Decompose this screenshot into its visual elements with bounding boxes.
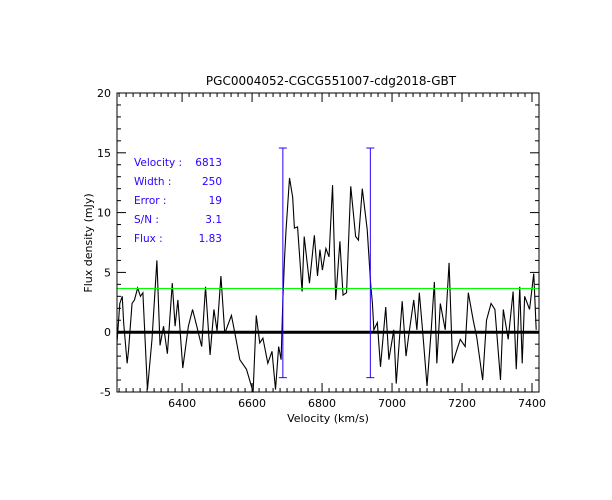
stat-label: S/N :: [134, 214, 159, 226]
spectrum-line: [117, 177, 537, 392]
stat-value: 250: [202, 176, 222, 188]
x-tick-label: 7000: [378, 397, 406, 410]
stat-value: 1.83: [199, 233, 222, 245]
y-tick-label: 10: [97, 207, 111, 220]
stat-value: 3.1: [205, 214, 222, 226]
stat-label: Velocity :: [134, 157, 182, 169]
x-tick-label: 7400: [518, 397, 546, 410]
x-tick-label: 7200: [448, 397, 476, 410]
y-tick-label: 0: [104, 326, 111, 339]
x-tick-label: 6400: [168, 397, 196, 410]
y-tick-label: -5: [100, 386, 111, 399]
stat-value: 6813: [195, 157, 222, 169]
x-tick-label: 6600: [238, 397, 266, 410]
y-tick-label: 15: [97, 147, 111, 160]
x-axis-label: Velocity (km/s): [287, 412, 369, 425]
chart-title: PGC0004052-CGCG551007-cdg2018-GBT: [206, 74, 457, 88]
stat-value: 19: [209, 195, 222, 207]
stat-label: Width :: [134, 176, 171, 188]
stat-label: Flux :: [134, 233, 163, 245]
y-tick-label: 20: [97, 87, 111, 100]
stat-label: Error :: [134, 195, 166, 207]
y-axis-label: Flux density (mJy): [82, 193, 95, 292]
y-tick-label: 5: [104, 266, 111, 279]
x-tick-label: 6800: [308, 397, 336, 410]
plot-frame: [116, 92, 540, 393]
